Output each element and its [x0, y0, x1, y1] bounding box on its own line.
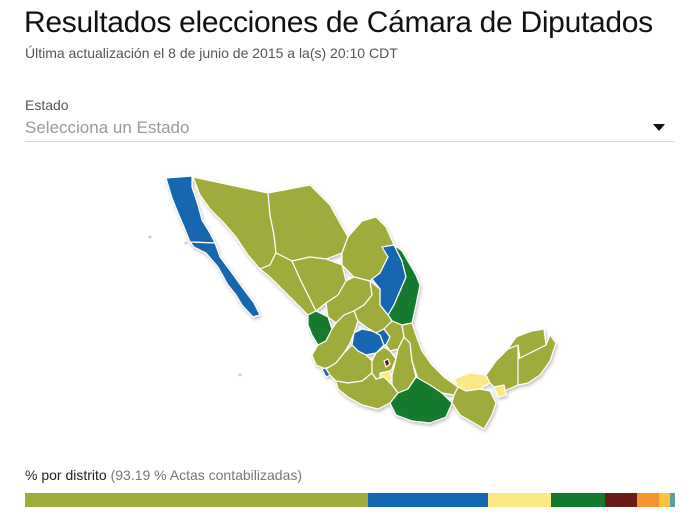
mexico-map[interactable]: [140, 165, 570, 435]
actas-note: (93.19 % Actas contabilizadas): [110, 467, 303, 483]
state-select-placeholder: Selecciona un Estado: [25, 118, 190, 137]
state-baja-california-sur[interactable]: [189, 241, 261, 318]
bar-segment-olive[interactable]: [25, 493, 369, 507]
bar-segment-yellow[interactable]: [488, 493, 552, 507]
state-sonora[interactable]: [192, 176, 277, 270]
district-bar-label: % por distrito (93.19 % Actas contabiliz…: [25, 467, 302, 483]
district-yellow-campeche[interactable]: [493, 384, 507, 398]
page-title: Resultados elecciones de Cámara de Diput…: [24, 6, 653, 39]
bar-segment-teal[interactable]: [670, 493, 675, 507]
last-updated-text: Última actualización el 8 de junio de 20…: [25, 45, 398, 61]
state-chihuahua[interactable]: [267, 184, 349, 262]
district-bar-title: % por distrito: [25, 467, 107, 483]
island: [184, 241, 188, 245]
mexico-map-svg[interactable]: [140, 165, 570, 435]
state-chiapas[interactable]: [451, 386, 497, 430]
state-cdmx[interactable]: [383, 358, 391, 368]
district-share-bar: [25, 493, 675, 507]
island: [148, 235, 152, 239]
state-quintana-roo[interactable]: [517, 334, 557, 386]
bar-segment-orange[interactable]: [636, 493, 660, 507]
bar-segment-light-orange[interactable]: [659, 493, 671, 507]
bar-segment-green[interactable]: [551, 493, 606, 507]
state-oaxaca[interactable]: [389, 376, 453, 424]
state-select[interactable]: Selecciona un Estado: [25, 116, 675, 142]
bar-segment-maroon[interactable]: [605, 493, 637, 507]
state-guerrero[interactable]: [335, 372, 399, 410]
state-select-label: Estado: [25, 97, 69, 113]
caret-down-icon[interactable]: [653, 124, 665, 131]
bar-segment-blue[interactable]: [368, 493, 489, 507]
state-baja-california[interactable]: [165, 175, 216, 244]
state-campeche[interactable]: [485, 344, 519, 392]
island: [238, 373, 242, 377]
